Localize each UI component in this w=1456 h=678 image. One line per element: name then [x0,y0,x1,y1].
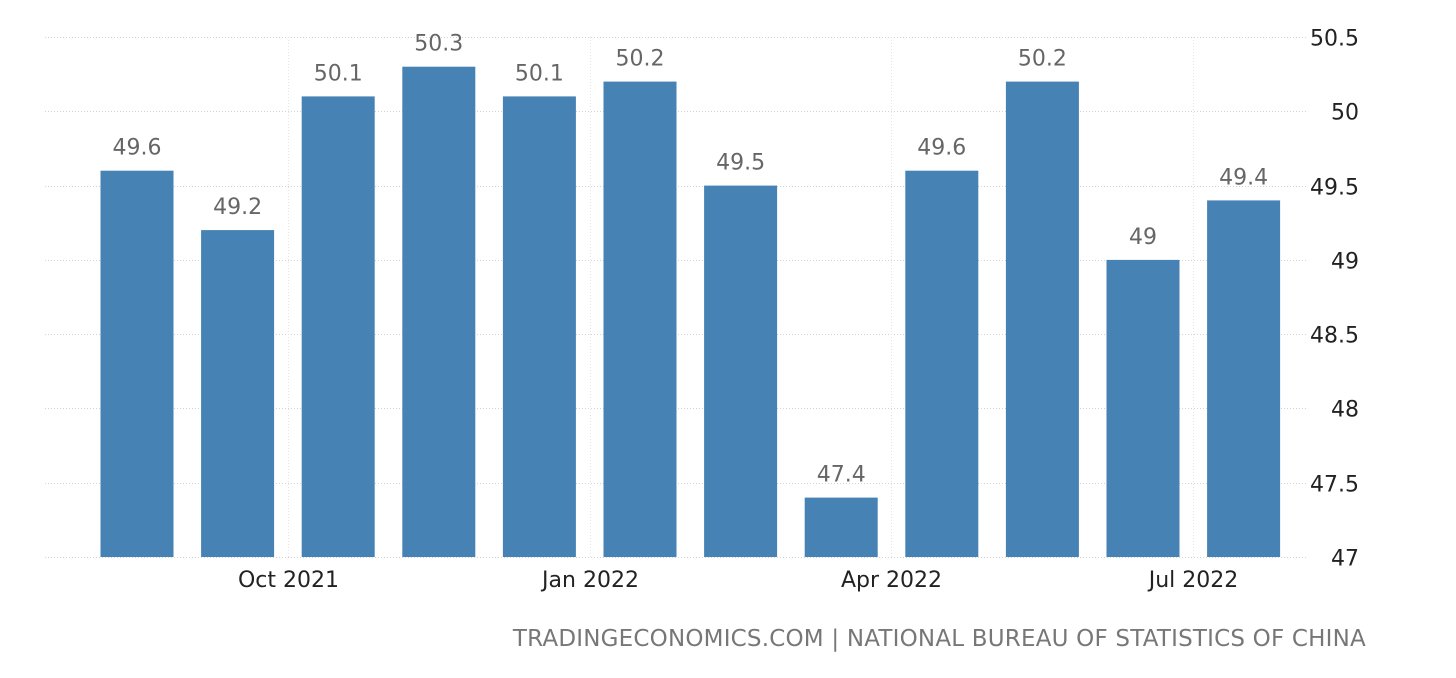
bar-value-label: 49.6 [917,136,966,161]
bar-value-label: 49.4 [1219,165,1268,190]
bar-value-label: 47.4 [817,463,866,488]
bar-value-label: 49.2 [213,195,262,220]
bar [704,185,778,557]
x-axis: Oct 2021 Jan 2022 Apr 2022 Jul 2022 [238,568,1238,593]
y-tick-label: 49 [1331,250,1359,275]
x-tick-label: Apr 2022 [841,568,942,593]
x-tick-label: Jan 2022 [540,568,639,593]
y-tick-label: 48 [1331,398,1359,423]
bar [1005,81,1079,557]
source-attribution: TRADINGECONOMICS.COM | NATIONAL BUREAU O… [512,626,1366,652]
bar [603,81,677,557]
bar-value-label: 49.5 [716,151,765,176]
y-axis: 47 47.5 48 48.5 49 49.5 50 50.5 [1310,27,1359,572]
bar-value-label: 50.2 [1018,47,1067,72]
y-tick-label: 47 [1331,547,1359,572]
bar-value-label: 49.6 [113,136,162,161]
bar-value-label: 50.1 [314,61,363,86]
y-tick-label: 50 [1331,101,1359,126]
bar [402,66,476,557]
bar [804,497,878,557]
y-tick-label: 49.5 [1310,176,1359,201]
y-tick-label: 47.5 [1310,473,1359,498]
bar [905,170,979,557]
x-tick-label: Jul 2022 [1147,568,1239,593]
bar-value-label: 50.1 [515,61,564,86]
bar [1207,200,1281,557]
bar [502,96,576,558]
bar-series [100,66,1281,558]
bar-value-label: 50.3 [414,32,463,57]
data-labels: 49.6 49.2 50.1 50.3 50.1 50.2 49.5 47.4 49.6 50.2… [113,32,1269,488]
pmi-bar-chart: 49.6 49.2 50.1 50.3 50.1 50.2 49.5 47.4 49.6 50.2… [45,27,1359,593]
x-tick-label: Oct 2021 [238,568,339,593]
bar [301,96,375,558]
bar [201,230,275,557]
bar-value-label: 49 [1129,225,1157,250]
bar [1106,259,1180,557]
bar-value-label: 50.2 [616,47,665,72]
y-tick-label: 48.5 [1310,324,1359,349]
bar [100,170,174,557]
y-tick-label: 50.5 [1310,27,1359,52]
